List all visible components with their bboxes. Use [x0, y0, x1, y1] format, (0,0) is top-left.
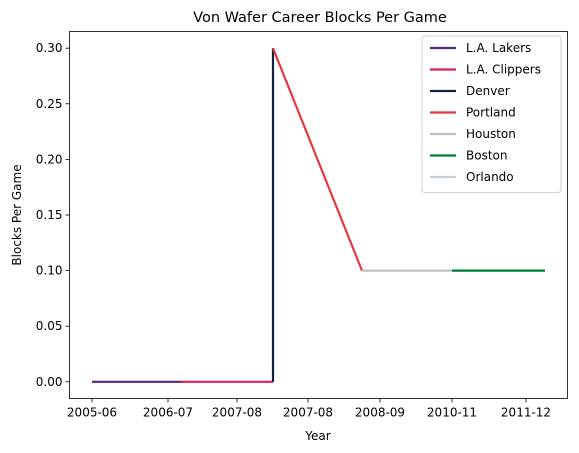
legend-label: Houston — [466, 127, 516, 141]
y-tick-label: 0.15 — [36, 208, 63, 222]
x-axis-label: Year — [304, 429, 330, 443]
y-axis-label: Blocks Per Game — [10, 164, 24, 265]
x-tick-label: 2010-11 — [427, 406, 477, 420]
x-tick-label: 2005-06 — [67, 406, 117, 420]
legend-box — [421, 35, 562, 193]
legend-label: L.A. Lakers — [466, 41, 531, 55]
legend-label: L.A. Clippers — [466, 63, 541, 77]
plot-lines — [92, 47, 545, 383]
y-tick-label: 0.10 — [36, 264, 63, 278]
x-tick-label: 2008-09 — [355, 406, 405, 420]
legend-label: Orlando — [466, 170, 514, 184]
legend: L.A. Lakers L.A. Clippers Denver Portland Ho… — [421, 35, 562, 193]
y-tick-label: 0.30 — [36, 41, 63, 55]
x-tick-label: 2006-07 — [143, 406, 193, 420]
legend-label: Denver — [466, 84, 510, 98]
y-tick-label: 0.00 — [36, 375, 63, 389]
series-line-portland — [271, 47, 364, 272]
x-tick-label: 2011-12 — [501, 406, 551, 420]
y-axis: 0.00 0.05 0.10 0.15 0.20 0.25 0.30 — [36, 41, 70, 389]
x-tick-label: 2007-08 — [283, 406, 333, 420]
y-tick-label: 0.25 — [36, 97, 63, 111]
chart-title: Von Wafer Career Blocks Per Game — [193, 10, 447, 26]
x-axis: 2005-06 2006-07 2007-08 2007-08 2008-09 2010-… — [67, 398, 551, 420]
legend-label: Boston — [466, 149, 507, 163]
legend-label: Portland — [466, 106, 516, 120]
y-tick-label: 0.20 — [36, 152, 63, 166]
y-tick-label: 0.05 — [36, 319, 63, 333]
x-tick-label: 2007-08 — [212, 406, 262, 420]
